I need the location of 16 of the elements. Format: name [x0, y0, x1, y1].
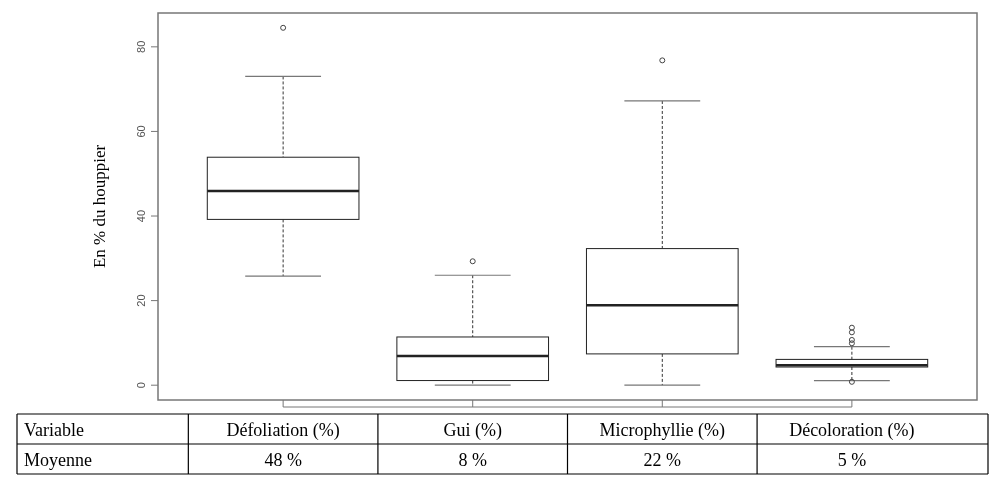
- y-tick-label: 20: [135, 294, 147, 307]
- x-tick-label: Décoloration (%): [789, 420, 915, 441]
- y-tick-label: 40: [135, 209, 147, 223]
- x-tick-label: Microphyllie (%): [599, 420, 726, 441]
- text: 8 %: [458, 450, 487, 470]
- y-tick-label: 80: [135, 40, 147, 53]
- y-tick-label: 60: [135, 125, 147, 138]
- text: 5 %: [837, 450, 867, 470]
- y-tick-label: 0: [135, 382, 147, 389]
- text: 48 %: [264, 450, 302, 470]
- text: Variable: [24, 420, 84, 440]
- y-axis-title: En % du houppier: [90, 144, 109, 269]
- x-tick-label: Gui (%): [443, 420, 502, 441]
- text: 22 %: [643, 450, 682, 470]
- text: Moyenne: [24, 450, 92, 470]
- x-tick-label: Défoliation (%): [226, 420, 340, 441]
